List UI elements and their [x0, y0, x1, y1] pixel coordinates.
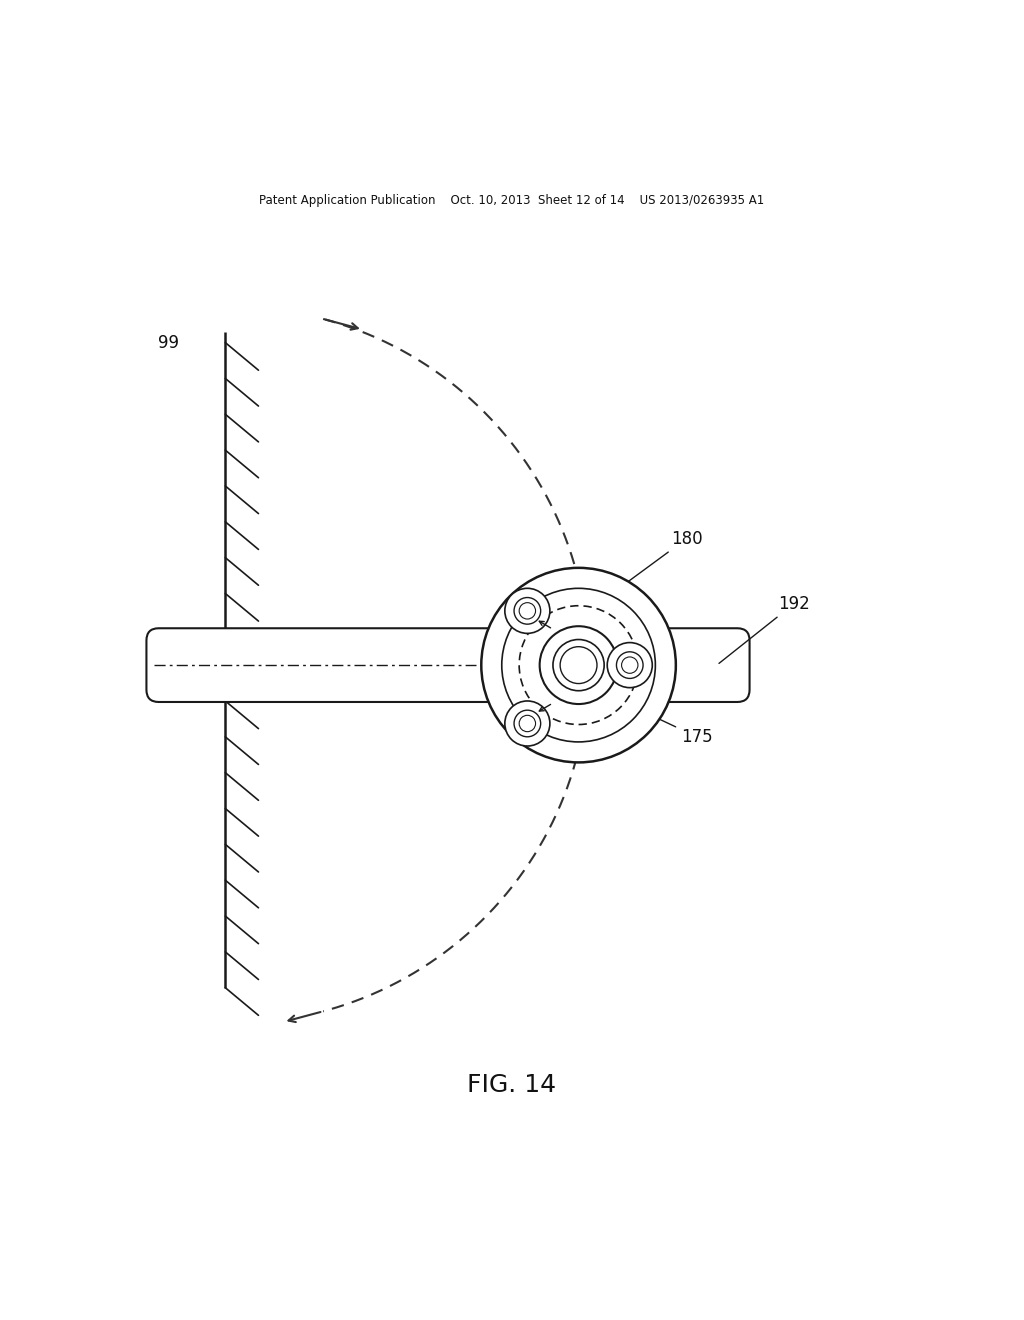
FancyBboxPatch shape [146, 628, 750, 702]
Circle shape [481, 568, 676, 763]
Text: FIG. 14: FIG. 14 [467, 1073, 557, 1097]
Text: 175: 175 [601, 692, 713, 746]
Circle shape [505, 701, 550, 746]
Circle shape [505, 589, 550, 634]
Text: Patent Application Publication    Oct. 10, 2013  Sheet 12 of 14    US 2013/02639: Patent Application Publication Oct. 10, … [259, 194, 765, 207]
Circle shape [519, 603, 536, 619]
Text: 180: 180 [596, 529, 702, 605]
Circle shape [502, 589, 655, 742]
Circle shape [622, 657, 638, 673]
Circle shape [514, 598, 541, 624]
Circle shape [616, 652, 643, 678]
Text: 192: 192 [719, 595, 810, 664]
Circle shape [514, 710, 541, 737]
Circle shape [607, 643, 652, 688]
Circle shape [560, 647, 597, 684]
Text: 99: 99 [158, 334, 179, 351]
Circle shape [519, 715, 536, 731]
Circle shape [540, 626, 617, 704]
Circle shape [553, 639, 604, 690]
